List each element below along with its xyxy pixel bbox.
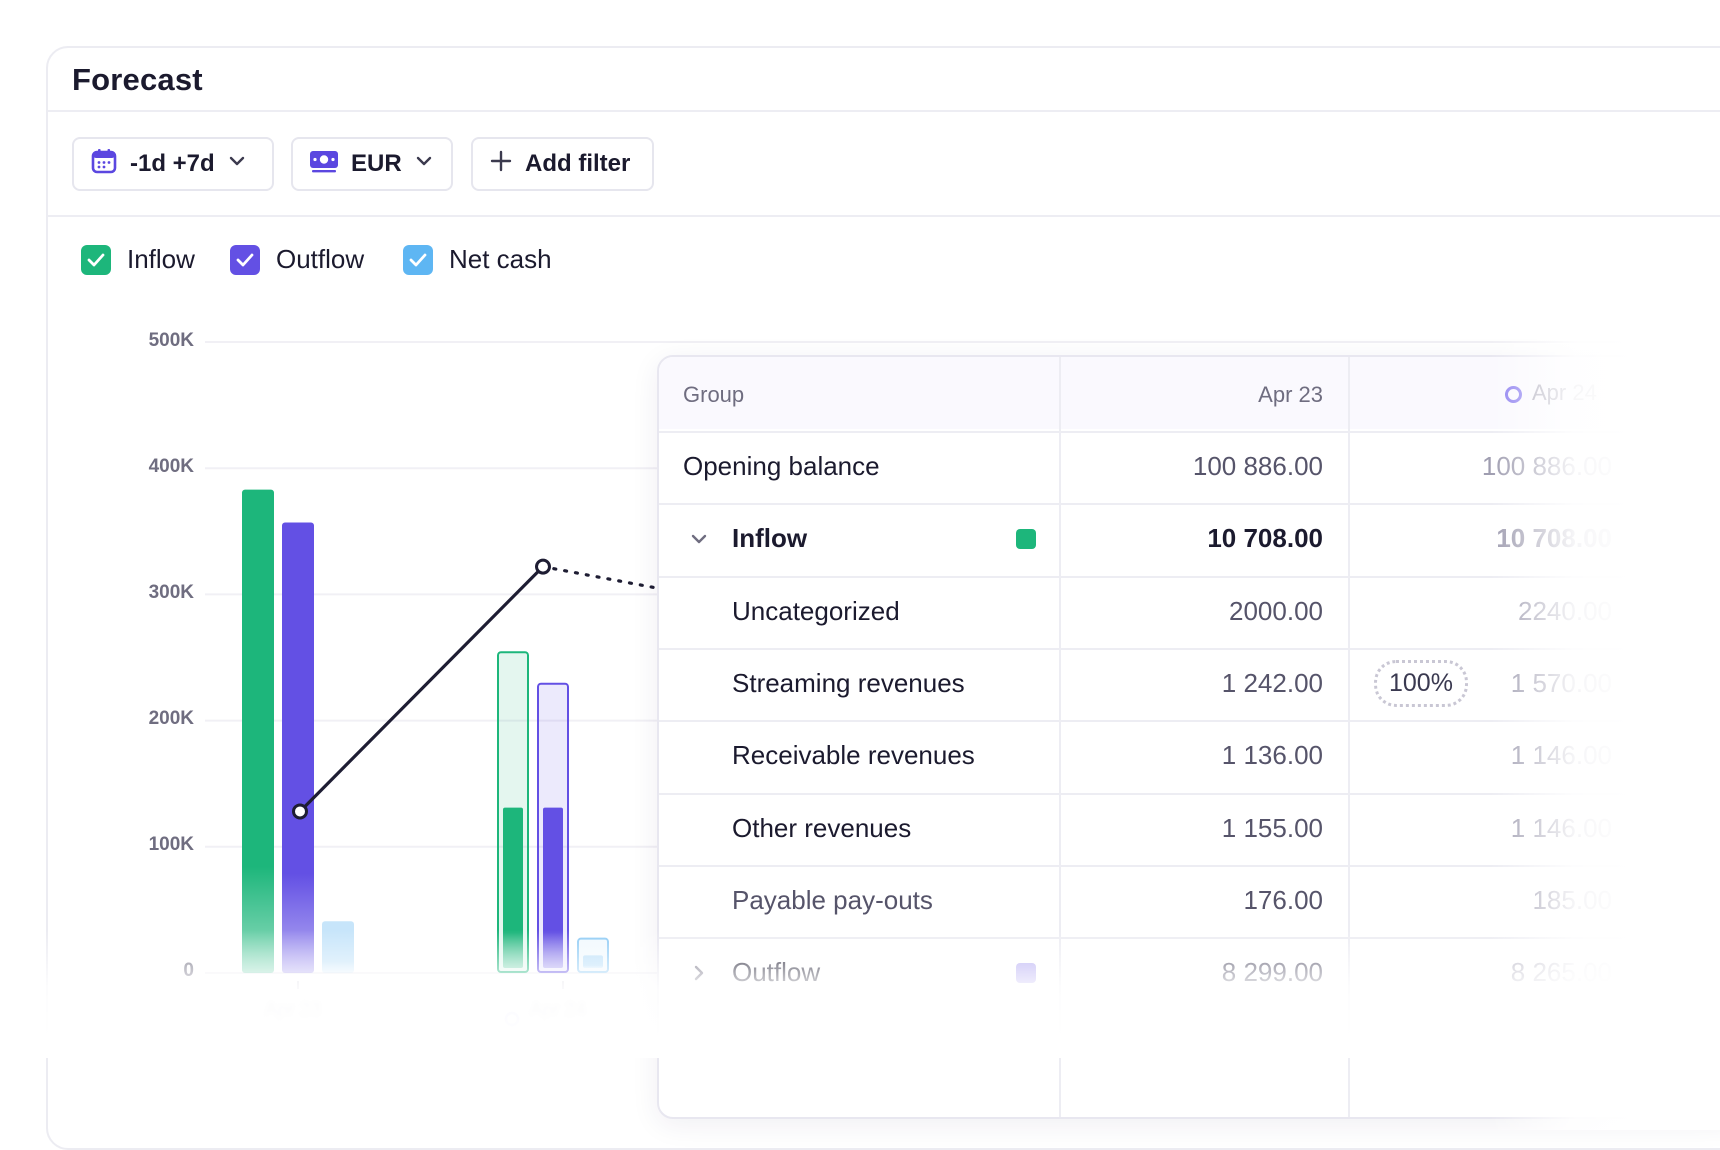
legend-label: Inflow — [127, 244, 195, 274]
banknote-icon — [309, 148, 339, 181]
chevron-right-icon[interactable] — [688, 960, 710, 991]
row-label: Other revenues — [732, 812, 912, 843]
page-title: Forecast — [72, 62, 203, 97]
period-label: -1d +7d — [130, 150, 215, 177]
bar-net-cash — [322, 921, 354, 973]
cell-apr24[interactable]: 10 708.00 — [1496, 523, 1612, 554]
row-label: Payable pay-outs — [732, 884, 933, 915]
bar-outflow — [282, 522, 314, 973]
row-divider — [659, 792, 1720, 795]
chevron-down-icon — [227, 150, 247, 178]
forecast-circle-icon — [504, 1011, 520, 1027]
column-header-group[interactable]: Group — [683, 382, 745, 407]
y-tick-label: 300K — [148, 582, 194, 603]
cell-apr24[interactable]: 2240.00 — [1518, 595, 1612, 626]
cell-apr23[interactable]: 1 242.00 — [1221, 668, 1323, 699]
cell-apr24[interactable]: 100 886.00 — [1481, 451, 1612, 482]
cell-apr24[interactable]: 1 146.00 — [1510, 740, 1612, 771]
forecast-circle-icon — [1505, 385, 1522, 403]
row-divider — [659, 575, 1720, 578]
row-label: Inflow — [732, 523, 808, 554]
row-divider — [659, 864, 1720, 867]
group-color-swatch — [1016, 529, 1036, 550]
actual-bar-outflow — [543, 807, 563, 968]
forecast-chart — [205, 341, 1700, 1027]
cell-apr23[interactable]: 176.00 — [1243, 884, 1323, 915]
add-filter-label: Add filter — [525, 150, 631, 177]
column-header-apr23[interactable]: Apr 23 — [1258, 382, 1323, 407]
group-color-swatch — [1016, 963, 1036, 984]
add-filter-button[interactable]: Add filter — [471, 137, 654, 191]
x-tick-label: Apr 24 — [530, 1000, 586, 1021]
row-label: Uncategorized — [732, 595, 900, 626]
y-tick-label: 500K — [148, 330, 194, 351]
row-label: Streaming revenues — [732, 668, 965, 699]
currency-select[interactable]: EUR — [291, 137, 453, 191]
y-tick-label: 100K — [148, 834, 194, 855]
cell-apr23[interactable]: 100 886.00 — [1192, 451, 1323, 482]
cell-apr24[interactable]: 8 265.00 — [1510, 957, 1612, 988]
checkbox-checked-icon[interactable] — [230, 244, 260, 275]
legend-net-cash[interactable]: Net cash — [403, 244, 552, 275]
cell-apr23[interactable]: 2000.00 — [1229, 595, 1323, 626]
row-divider — [659, 431, 1720, 433]
row-divider — [659, 647, 1720, 650]
legend-inflow[interactable]: Inflow — [81, 244, 195, 275]
column-header-label: Apr 24 — [1532, 380, 1597, 405]
legend-outflow[interactable]: Outflow — [230, 244, 364, 275]
checkbox-checked-icon[interactable] — [403, 244, 433, 275]
percentage-badge[interactable]: 100% — [1374, 660, 1468, 708]
currency-label: EUR — [351, 150, 402, 177]
cell-apr23[interactable]: 10 708.00 — [1207, 523, 1323, 554]
cell-apr23[interactable]: 1 155.00 — [1221, 812, 1323, 843]
net-cash-point — [535, 558, 551, 575]
toolbar-divider — [48, 215, 1720, 217]
column-divider — [1348, 357, 1350, 1117]
period-select[interactable]: -1d +7d — [72, 137, 274, 191]
cell-apr23[interactable]: 1 136.00 — [1221, 740, 1323, 771]
cell-apr23[interactable]: 8 299.00 — [1221, 957, 1323, 988]
chevron-down-icon — [414, 150, 434, 178]
calendar-icon — [90, 147, 118, 182]
cell-apr24[interactable]: 1 146.00 — [1510, 812, 1612, 843]
row-label: Outflow — [732, 957, 821, 988]
checkbox-checked-icon[interactable] — [81, 244, 111, 275]
actual-bar-net-cash — [583, 955, 603, 968]
column-header-apr24[interactable]: Apr 24 — [1505, 380, 1597, 406]
y-tick-label: 400K — [148, 456, 194, 477]
column-divider — [1059, 357, 1061, 1117]
legend-label: Outflow — [276, 244, 365, 274]
net-cash-forecast-line — [541, 565, 662, 591]
row-label: Receivable revenues — [732, 740, 975, 771]
chevron-down-icon[interactable] — [688, 526, 710, 557]
bar-inflow — [242, 489, 274, 973]
actual-bar-inflow — [503, 807, 523, 968]
x-tick-label: Apr 23 — [265, 1000, 321, 1021]
cell-apr24[interactable]: 185.00 — [1532, 884, 1612, 915]
legend-label: Net cash — [449, 244, 552, 274]
row-divider — [659, 503, 1720, 506]
net-cash-line — [298, 565, 545, 813]
header-divider — [48, 110, 1720, 112]
row-divider — [659, 937, 1720, 940]
row-label: Opening balance — [683, 451, 880, 482]
net-cash-point — [292, 803, 308, 820]
y-tick-label: 200K — [148, 708, 194, 729]
row-divider — [659, 720, 1720, 723]
plus-icon — [489, 149, 513, 180]
